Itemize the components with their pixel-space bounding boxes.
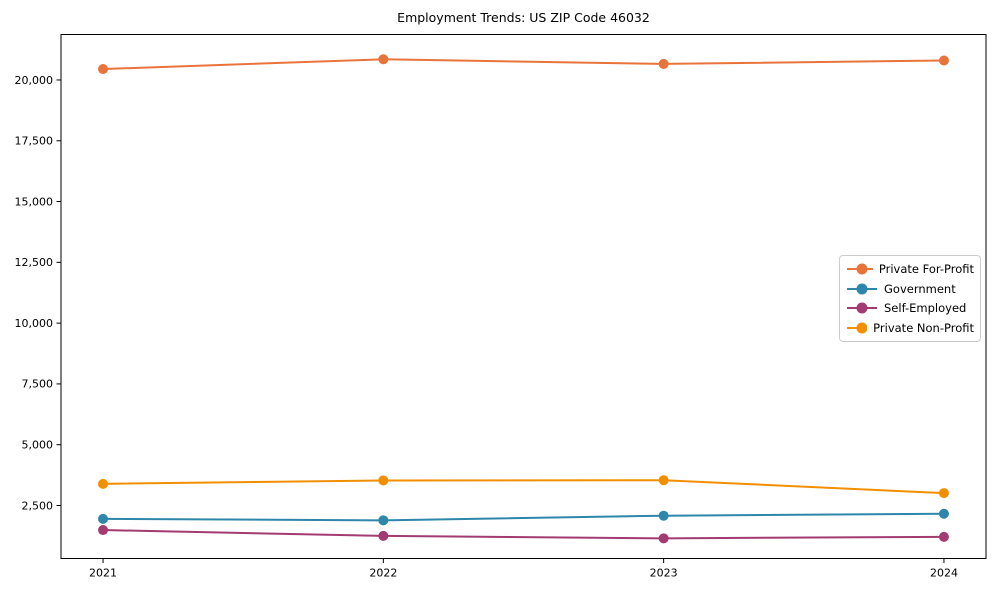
legend-marker-self-employed [847, 302, 877, 314]
data-point-government [658, 510, 669, 521]
data-point-private-for-profit [378, 54, 389, 65]
y-axis-tick-label: 15,000 [15, 195, 54, 208]
legend-label: Private For-Profit [878, 261, 974, 276]
y-axis-tick-label: 20,000 [15, 74, 54, 87]
legend-marker-private-for-profit [847, 263, 873, 275]
legend-marker-private-non-profit [847, 322, 868, 334]
legend-entry-private-non-profit: Private Non-Profit [846, 319, 974, 338]
data-point-private-non-profit [378, 475, 389, 486]
legend-label: Government [884, 281, 956, 296]
data-point-private-for-profit [938, 55, 949, 66]
chart-title: Employment Trends: US ZIP Code 46032 [397, 10, 650, 25]
data-point-self-employed [938, 531, 949, 542]
legend-entry-private-for-profit: Private For-Profit [846, 259, 974, 278]
data-point-government [938, 508, 949, 519]
data-point-private-for-profit [98, 64, 109, 75]
data-point-self-employed [658, 533, 669, 544]
y-axis-tick-label: 10,000 [15, 317, 54, 330]
y-axis-tick-label: 5,000 [22, 439, 54, 452]
x-axis-tick-label: 2024 [930, 567, 958, 580]
series-line-private-non-profit [103, 479, 945, 495]
data-point-government [378, 515, 389, 526]
y-axis-tick-label: 2,500 [22, 499, 54, 512]
plot-area-border [60, 34, 987, 559]
x-axis-tick-label: 2023 [650, 567, 678, 580]
legend-label: Private Non-Profit [873, 321, 974, 336]
data-point-private-non-profit [938, 488, 949, 499]
series-line-government [103, 512, 944, 522]
legend-marker-government [847, 283, 877, 295]
legend-label: Self-Employed [884, 301, 967, 316]
series-line-private-for-profit [103, 58, 944, 71]
data-point-self-employed [98, 525, 109, 536]
y-axis-tick-label: 7,500 [22, 378, 54, 391]
data-point-self-employed [378, 530, 389, 541]
legend: Private For-Profit Government Self-Employe… [839, 255, 981, 342]
x-axis-tick-label: 2022 [369, 567, 397, 580]
data-point-private-non-profit [658, 475, 669, 486]
data-point-private-for-profit [658, 58, 669, 69]
y-axis-tick-label: 12,500 [15, 256, 54, 269]
legend-entry-self-employed: Self-Employed [846, 299, 974, 318]
x-axis-tick-label: 2021 [89, 567, 117, 580]
y-axis-tick-label: 17,500 [15, 135, 54, 148]
series-line-self-employed [103, 529, 944, 540]
data-point-government [98, 513, 109, 524]
legend-entry-government: Government [846, 279, 974, 298]
data-point-private-non-profit [98, 478, 109, 489]
